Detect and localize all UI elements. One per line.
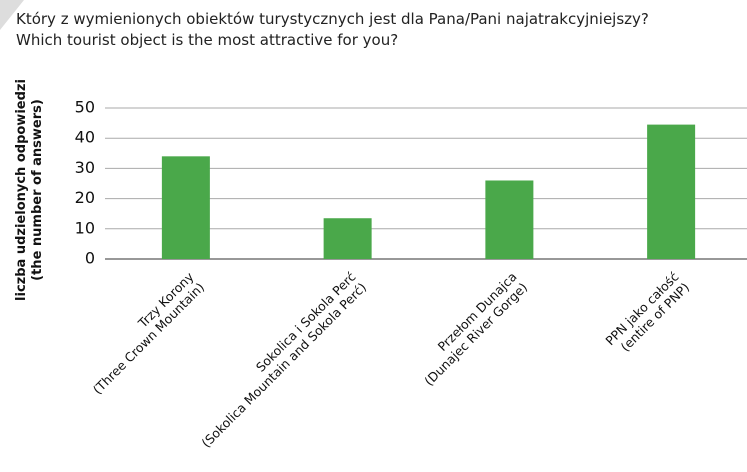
bar bbox=[161, 156, 210, 259]
y-tick-label: 30 bbox=[75, 158, 95, 177]
corner-decoration bbox=[0, 0, 24, 30]
y-tick-label: 20 bbox=[75, 188, 95, 207]
bar bbox=[323, 218, 372, 259]
y-tick-label: 50 bbox=[75, 98, 95, 117]
y-tick-label: 10 bbox=[75, 218, 95, 237]
y-axis-label: liczba udzielonych odpowiedzi (the numbe… bbox=[14, 79, 45, 301]
chart-subtitle: Which tourist object is the most attract… bbox=[16, 31, 399, 49]
bar bbox=[485, 180, 534, 259]
y-tick-label: 40 bbox=[75, 128, 95, 147]
bar bbox=[647, 124, 696, 259]
chart-title: Który z wymienionych obiektów turystyczn… bbox=[16, 10, 649, 28]
y-tick-label: 0 bbox=[85, 249, 95, 268]
